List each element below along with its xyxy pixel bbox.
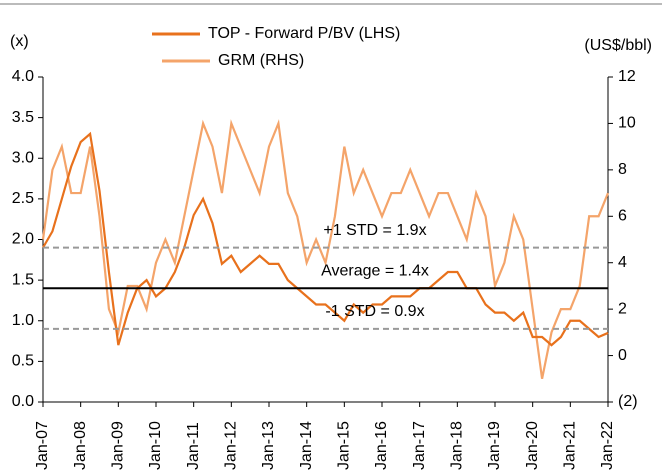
x-tick-label: Jan-08 <box>72 421 89 470</box>
y-tick-label: 0.5 <box>12 353 34 370</box>
x-tick-label: Jan-20 <box>524 421 541 470</box>
y2-axis-label: (US$/bbl) <box>584 37 652 54</box>
reference-label: -1 STD = 0.9x <box>325 303 424 320</box>
y-tick-label: 2.0 <box>12 231 34 248</box>
y-tick-label: 3.0 <box>12 149 34 166</box>
reference-label: Average = 1.4x <box>321 262 429 279</box>
x-tick-label: Jan-22 <box>599 421 616 470</box>
x-tick-label: Jan-19 <box>486 421 503 470</box>
x-tick-label: Jan-18 <box>449 421 466 470</box>
x-tick-label: Jan-12 <box>223 421 240 470</box>
y2-tick-label: 6 <box>618 208 627 225</box>
series-line <box>41 119 610 380</box>
x-tick-label: Jan-09 <box>110 421 127 470</box>
y-tick-label: 3.5 <box>12 109 34 126</box>
legend-label: TOP - Forward P/BV (LHS) <box>208 25 400 42</box>
x-tick-label: Jan-13 <box>260 421 277 470</box>
y-tick-label: 2.5 <box>12 190 34 207</box>
legend-label: GRM (RHS) <box>218 52 304 69</box>
y-tick-label: 1.0 <box>12 312 34 329</box>
x-tick-label: Jan-11 <box>185 422 202 470</box>
y2-tick-label: 0 <box>618 347 627 364</box>
reference-label: +1 STD = 1.9x <box>323 222 426 239</box>
y-axis-label: (x) <box>10 33 29 50</box>
x-tick-label: Jan-21 <box>562 421 579 470</box>
x-tick-label: Jan-07 <box>34 421 51 470</box>
y2-tick-label: 4 <box>618 254 627 271</box>
y-tick-label: 4.0 <box>12 68 34 85</box>
y2-tick-label: (2) <box>618 393 638 410</box>
x-tick-label: Jan-14 <box>298 421 315 470</box>
x-tick-label: Jan-15 <box>336 421 353 470</box>
y-tick-label: 1.5 <box>12 271 34 288</box>
y2-tick-label: 10 <box>618 115 636 132</box>
y2-tick-label: 2 <box>618 300 627 317</box>
y2-tick-label: 12 <box>618 68 636 85</box>
y2-tick-label: 8 <box>618 161 627 178</box>
x-tick-label: Jan-10 <box>147 421 164 470</box>
x-tick-label: Jan-16 <box>373 421 390 470</box>
y-tick-label: 0.0 <box>12 393 34 410</box>
x-tick-label: Jan-17 <box>411 421 428 470</box>
